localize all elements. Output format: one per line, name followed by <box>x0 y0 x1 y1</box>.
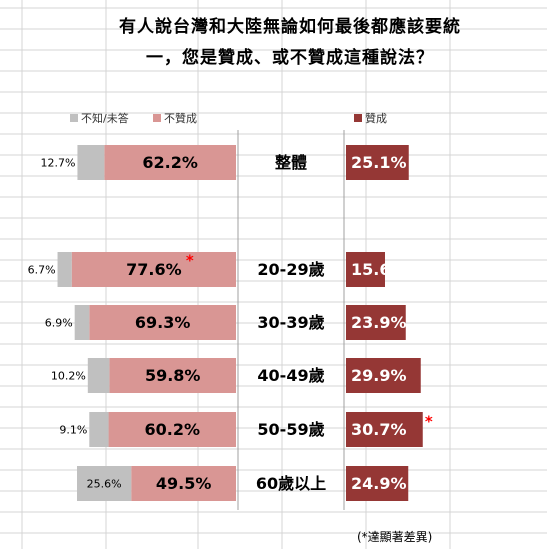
data-label-unknown: 6.7% <box>28 264 56 277</box>
bar-disagree <box>71 252 237 287</box>
legend-item-agree: 贊成 <box>354 110 387 126</box>
legend-item-unknown: 不知/未答 <box>70 110 129 126</box>
bar-agree <box>346 145 409 180</box>
bar-disagree <box>131 466 236 501</box>
bar-disagree <box>89 305 236 340</box>
significance-mark: * <box>186 252 194 270</box>
bar-agree <box>346 305 406 340</box>
category-label: 整體 <box>274 153 307 172</box>
data-label-disagree: 69.3% <box>135 313 191 332</box>
data-label-agree: 25.1% <box>351 153 407 172</box>
data-label-disagree: 62.2% <box>142 153 198 172</box>
bar-unknown <box>74 305 90 340</box>
bar-disagree <box>108 412 236 447</box>
bar-agree <box>346 412 423 447</box>
bar-agree <box>346 252 385 287</box>
bar-unknown <box>89 412 109 447</box>
bar-disagree <box>109 358 236 393</box>
category-label: 30-39歲 <box>257 313 324 332</box>
data-label-disagree: 77.6% <box>126 260 182 279</box>
data-label-unknown: 10.2% <box>51 370 86 383</box>
legend-swatch-agree <box>354 114 362 122</box>
bar-unknown <box>87 358 110 393</box>
data-label-agree: 29.9% <box>351 366 407 385</box>
data-label-agree: 15.6% <box>351 260 407 279</box>
bar-disagree <box>104 145 236 180</box>
data-label-disagree: 60.2% <box>145 420 201 439</box>
data-label-unknown: 9.1% <box>59 424 87 437</box>
bar-unknown <box>57 252 72 287</box>
chart-title-line2: 一，您是贊成、或不贊成這種說法？ <box>146 48 434 68</box>
bar-agree <box>346 358 421 393</box>
category-label: 50-59歲 <box>257 420 324 439</box>
legend-swatch-disagree <box>153 114 161 122</box>
data-label-disagree: 49.5% <box>156 474 212 493</box>
data-label-agree: 24.9% <box>351 474 407 493</box>
legend-label-agree: 贊成 <box>365 112 387 125</box>
legend-swatch-unknown <box>70 114 78 122</box>
category-label: 20-29歲 <box>257 260 324 279</box>
data-label-unknown: 12.7% <box>40 157 75 170</box>
significance-mark: * <box>425 413 433 431</box>
footnote: (*達顯著差異) <box>357 530 433 544</box>
category-label: 60歲以上 <box>256 474 326 493</box>
bar-unknown <box>77 145 105 180</box>
data-label-unknown: 6.9% <box>45 317 73 330</box>
chart-title-line1: 有人說台灣和大陸無論如何最後都應該要統 <box>119 17 461 37</box>
bar-unknown <box>77 466 132 501</box>
data-label-agree: 23.9% <box>351 313 407 332</box>
legend-label-unknown: 不知/未答 <box>81 112 129 125</box>
data-label-agree: 30.7% <box>351 420 407 439</box>
data-label-unknown: 25.6% <box>87 478 122 491</box>
legend-label-disagree: 不贊成 <box>164 112 197 125</box>
category-label: 40-49歲 <box>257 366 324 385</box>
data-label-disagree: 59.8% <box>145 366 201 385</box>
legend-item-disagree: 不贊成 <box>153 110 197 126</box>
bar-agree <box>346 466 409 501</box>
